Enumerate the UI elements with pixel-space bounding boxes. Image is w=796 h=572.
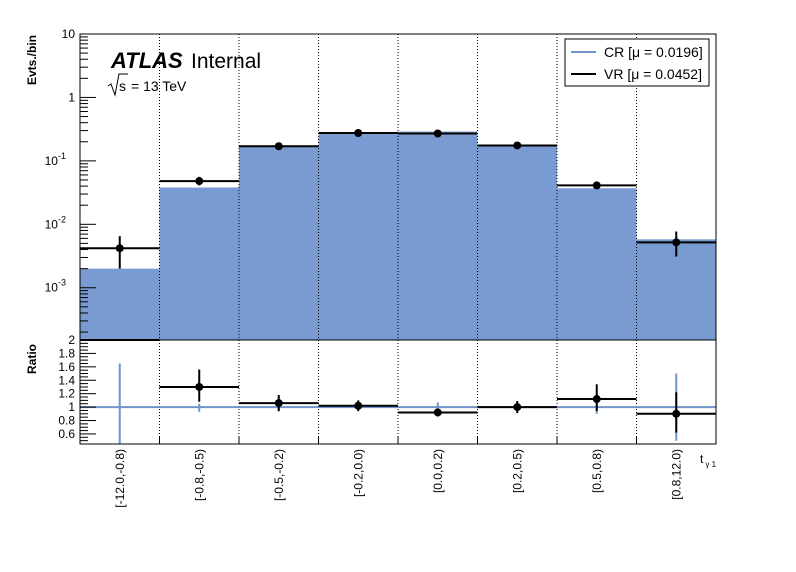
vr-data-point	[433, 129, 442, 138]
ratio-y-tick-label: 0.8	[58, 414, 75, 428]
y-tick-label-exponent: -2	[58, 214, 66, 224]
legend-box	[564, 38, 710, 87]
legend: CR [μ = 0.0196] VR [μ = 0.0452]	[564, 38, 710, 87]
y-tick-label-base: 10	[45, 281, 59, 295]
vr-data-point	[195, 177, 204, 186]
y-tick-label: 10-3	[45, 278, 66, 295]
ratio-y-axis-label: Ratio	[25, 344, 39, 374]
x-tick-label: [0.0,0.2)	[431, 449, 445, 493]
ratio-data-point	[274, 399, 283, 408]
ratio-y-tick-label: 1.2	[58, 387, 75, 401]
vr-data-point	[115, 244, 124, 253]
x-tick-label: [-0.5,-0.2)	[272, 449, 286, 501]
y-tick-label-base: 10	[45, 217, 59, 231]
energy-label: s = 13 TeV	[107, 73, 187, 97]
cr-histogram-bar	[557, 188, 637, 340]
ratio-data-point	[354, 401, 363, 410]
cr-histogram-bar	[318, 133, 398, 340]
ratio-y-tick-label: 1.6	[58, 360, 75, 374]
ratio-y-tick-label: 2	[68, 333, 75, 347]
ratio-panel: 0.60.811.21.41.61.82	[58, 333, 717, 445]
vr-data-point	[513, 141, 522, 150]
legend-vr-label: VR [μ = 0.0452]	[604, 66, 702, 82]
cr-histogram-bar	[477, 146, 557, 340]
energy-value-label: = 13 TeV	[131, 78, 187, 94]
atlas-label: ATLAS	[110, 48, 183, 73]
x-tick-label: [0.8,12.0)	[669, 449, 683, 500]
top-y-axis-label: Evts./bin	[25, 35, 39, 85]
x-tick-label: [-12.0,-0.8)	[113, 449, 127, 508]
ratio-data-point	[513, 403, 522, 412]
y-tick-label: 1	[68, 90, 75, 104]
cr-histogram-bar	[159, 187, 239, 340]
ratio-data-point	[195, 382, 204, 391]
cr-histogram-bar	[80, 268, 160, 340]
vr-data-point	[274, 142, 283, 151]
ratio-y-tick-label: 1.4	[58, 373, 75, 387]
y-tick-label-base: 10	[45, 154, 59, 168]
vr-data-point	[672, 238, 681, 247]
x-tick-label: [0.2,0.5)	[510, 449, 524, 493]
ratio-y-tick-label: 0.6	[58, 427, 75, 441]
cr-histogram-bar	[239, 147, 319, 340]
x-tick-label: [-0.8,-0.5)	[192, 449, 206, 501]
vr-data-point	[592, 181, 601, 190]
x-tick-label: [0.5,0.8)	[590, 449, 604, 493]
ratio-data-point	[592, 395, 601, 404]
y-tick-label-exponent: -3	[58, 278, 66, 288]
x-tick-labels: [-12.0,-0.8) [-0.8,-0.5) [-0.5,-0.2) [-0.2,…	[113, 449, 684, 508]
y-tick-label: 10-2	[45, 214, 66, 231]
sqrt-s-label: s	[119, 78, 126, 94]
ratio-y-tick-label: 1.8	[58, 346, 75, 360]
internal-label: Internal	[191, 50, 261, 73]
legend-cr-label: CR [μ = 0.0196]	[604, 44, 703, 60]
ratio-data-point	[433, 408, 442, 417]
ratio-data-point	[672, 409, 681, 418]
y-tick-label-exponent: -1	[58, 151, 66, 161]
x-axis-label-sub: γ 1	[705, 460, 716, 469]
y-tick-label: 10	[62, 27, 76, 41]
sqrt-symbol	[107, 73, 128, 97]
y-tick-label: 10-1	[45, 151, 66, 168]
ratio-y-tick-label: 1	[68, 400, 75, 414]
x-tick-label: [-0.2,0.0)	[351, 449, 365, 497]
x-axis-label-main: t	[700, 452, 704, 466]
cr-histogram-bar	[398, 131, 478, 340]
vr-data-point	[354, 128, 363, 137]
